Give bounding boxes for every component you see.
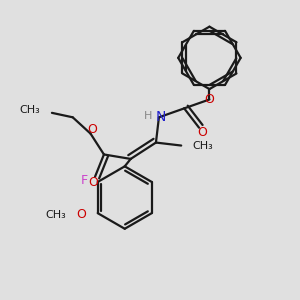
Text: F: F bbox=[81, 174, 88, 187]
Text: N: N bbox=[155, 110, 166, 124]
Text: CH₃: CH₃ bbox=[46, 210, 67, 220]
Text: O: O bbox=[87, 123, 97, 136]
Text: CH₃: CH₃ bbox=[193, 140, 213, 151]
Text: O: O bbox=[76, 208, 86, 221]
Text: H: H bbox=[143, 111, 152, 121]
Text: O: O bbox=[205, 93, 214, 106]
Text: O: O bbox=[88, 176, 98, 189]
Text: CH₃: CH₃ bbox=[20, 105, 40, 115]
Text: O: O bbox=[197, 126, 207, 139]
